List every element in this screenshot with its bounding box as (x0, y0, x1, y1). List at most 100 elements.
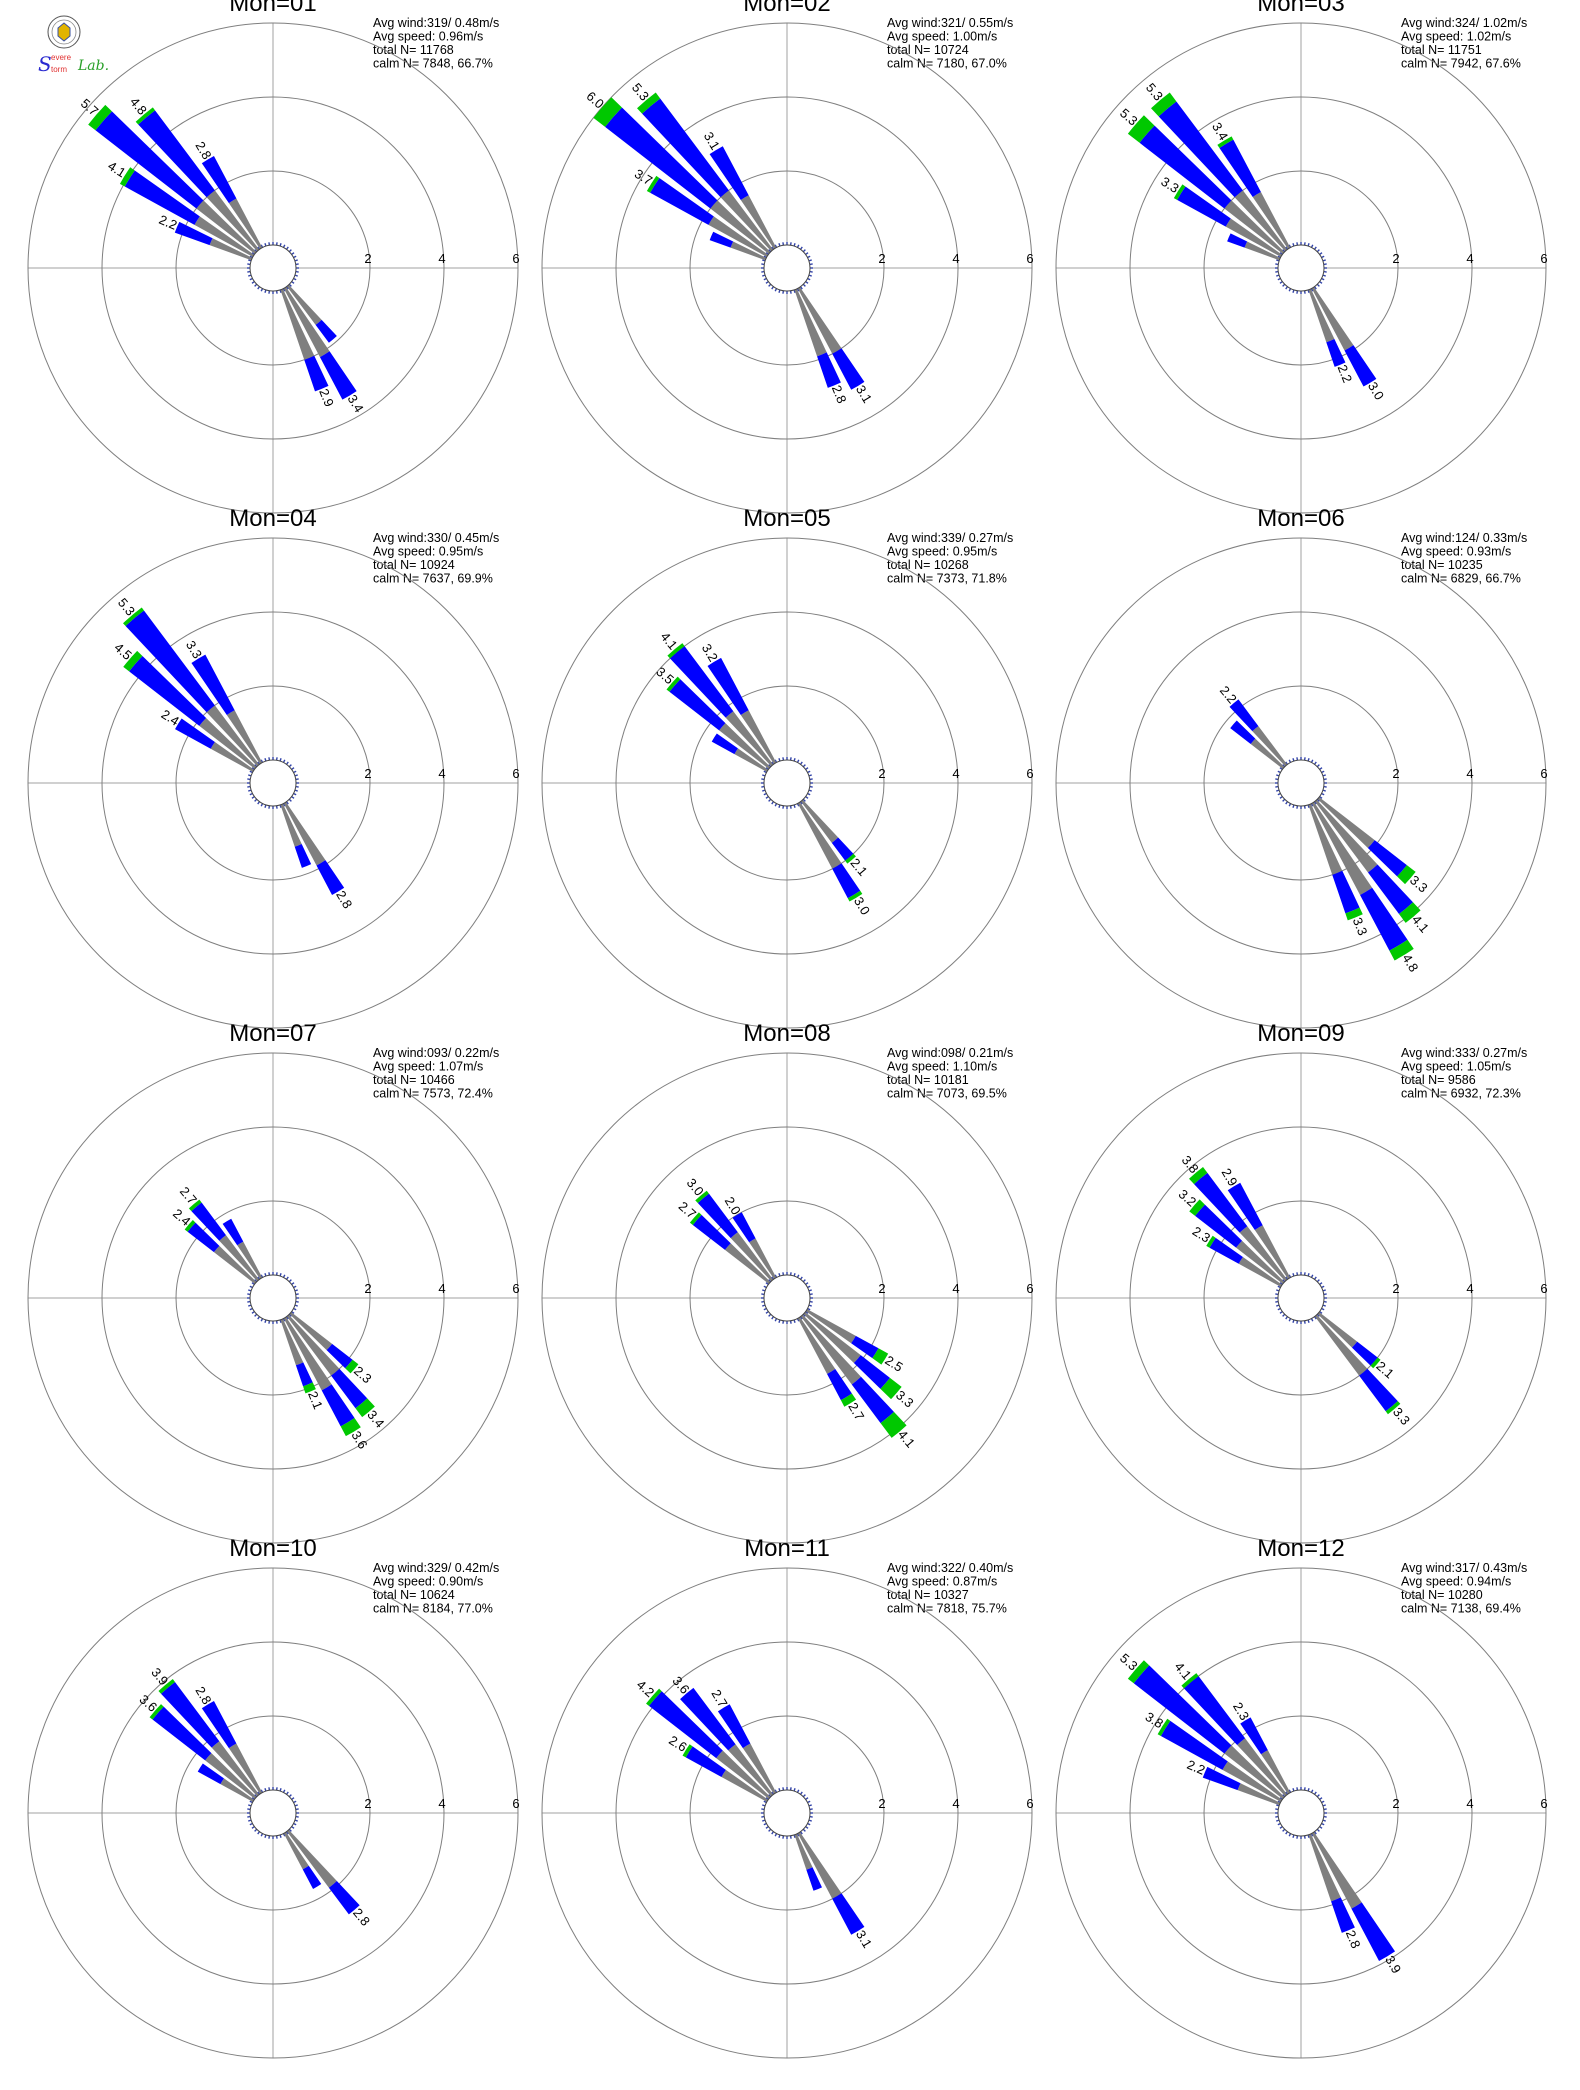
ring-label: 4 (1466, 251, 1473, 266)
ring-label: 4 (952, 1281, 959, 1296)
petal-segment (283, 1832, 309, 1870)
calm-circle (1277, 244, 1325, 292)
minor-petal (1277, 1285, 1281, 1289)
petal-segment (222, 1218, 244, 1246)
ring-label: 6 (1540, 251, 1547, 266)
petal-segment (88, 104, 112, 131)
petal-segment (1389, 939, 1414, 961)
petal-segment (211, 1741, 260, 1797)
petal-segment (800, 799, 839, 843)
ring-label: 4 (438, 251, 445, 266)
petal-label: 2.2 (157, 212, 180, 233)
petal-segment (1385, 1401, 1401, 1415)
petal-segment (845, 853, 856, 864)
logo-letter-s: S (38, 52, 52, 76)
minor-petal (251, 1797, 255, 1801)
stats-line: calm N= 7180, 67.0% (887, 57, 1007, 71)
range-ring (541, 1052, 1033, 1544)
petal-segment (851, 1376, 894, 1424)
petal: 2.7 (797, 1317, 867, 1423)
petal-segment (228, 198, 263, 249)
stats-line: Avg speed: 0.87m/s (887, 1575, 997, 1589)
range-ring (1129, 1126, 1473, 1470)
petal-segment (734, 748, 769, 772)
petal-segment (345, 1359, 359, 1374)
petal-segment (1238, 1257, 1283, 1287)
petal-segment (685, 1746, 726, 1777)
minor-petal (279, 1834, 282, 1838)
ring-label: 4 (952, 1796, 959, 1811)
range-ring (541, 537, 1033, 1029)
minor-petal (1321, 1285, 1325, 1289)
petal-segment (1360, 887, 1408, 951)
petal-segment (797, 287, 842, 354)
petal-segment (721, 1769, 769, 1802)
logo-word-torm: torm (51, 65, 67, 74)
petal-segment (1206, 1235, 1216, 1248)
minor-petal (1277, 770, 1281, 774)
petal-segment (1209, 1237, 1243, 1264)
petal-segment (707, 657, 749, 716)
petal-segment (283, 802, 326, 866)
petal-segment (123, 650, 143, 672)
ring-label: 4 (438, 1796, 445, 1811)
range-ring (1203, 170, 1399, 366)
petal-segment (806, 1867, 822, 1891)
petal-segment (1332, 870, 1360, 914)
petal-segment (716, 1750, 771, 1799)
minor-petal (279, 1788, 282, 1792)
petal-segment (124, 170, 200, 225)
ring-label: 6 (1540, 1796, 1547, 1811)
minor-petal (282, 1274, 286, 1278)
stats-line: Avg speed: 0.94m/s (1401, 1575, 1511, 1589)
minor-petal (808, 774, 812, 777)
petal-segment (880, 1411, 907, 1438)
minor-petal (282, 1789, 286, 1793)
panel-title: Mon=12 (1257, 1535, 1344, 1562)
minor-petal (257, 1831, 261, 1835)
minor-petal (291, 280, 295, 284)
minor-petal (1276, 1304, 1280, 1307)
minor-petal (1321, 770, 1325, 774)
stats-line: calm N= 6932, 72.3% (1401, 1087, 1521, 1101)
minor-petal (1319, 1310, 1323, 1314)
ring-label: 4 (438, 766, 445, 781)
petal-segment (1359, 1368, 1398, 1412)
panel-title: Mon=11 (744, 1535, 830, 1562)
petal-segment (725, 711, 774, 767)
minor-petal (762, 274, 766, 277)
minor-petal (251, 1825, 255, 1829)
petal-segment (1183, 1676, 1246, 1745)
petal-segment (800, 1314, 861, 1385)
stats-line: total N= 10624 (373, 1588, 455, 1602)
petal-segment (1189, 1199, 1205, 1216)
minor-petal (1319, 767, 1323, 771)
petal-segment (187, 1222, 220, 1253)
petal: 2.0 (722, 1194, 777, 1279)
petal-segment (152, 1706, 212, 1761)
minor-petal (1307, 1319, 1310, 1323)
calm-circle (1277, 1789, 1325, 1837)
ring-label: 6 (1026, 766, 1033, 781)
minor-petal (771, 1276, 775, 1280)
minor-petal (294, 1819, 298, 1822)
petal-segment (805, 1309, 856, 1344)
petal-segment (1308, 803, 1343, 875)
petal-segment (1261, 1750, 1291, 1794)
petal-segment (797, 1832, 842, 1899)
range-ring (1129, 611, 1473, 955)
petal-segment (328, 1881, 360, 1915)
petal-segment (1237, 1738, 1288, 1797)
range-ring (541, 1567, 1033, 2059)
petal-segment (1225, 218, 1283, 257)
petal: 2.2 (1308, 288, 1355, 385)
petal-segment (286, 1314, 340, 1376)
minor-petal (279, 1273, 282, 1277)
petal-segment (191, 1202, 226, 1241)
petal: 2.8 (286, 1829, 373, 1929)
petal-segment (209, 238, 253, 261)
minor-petal (1307, 1834, 1310, 1838)
minor-petal (1321, 792, 1325, 796)
ring-label: 4 (1466, 1281, 1473, 1296)
stats-line: Avg wind:324/ 1.02m/s (1401, 16, 1527, 30)
